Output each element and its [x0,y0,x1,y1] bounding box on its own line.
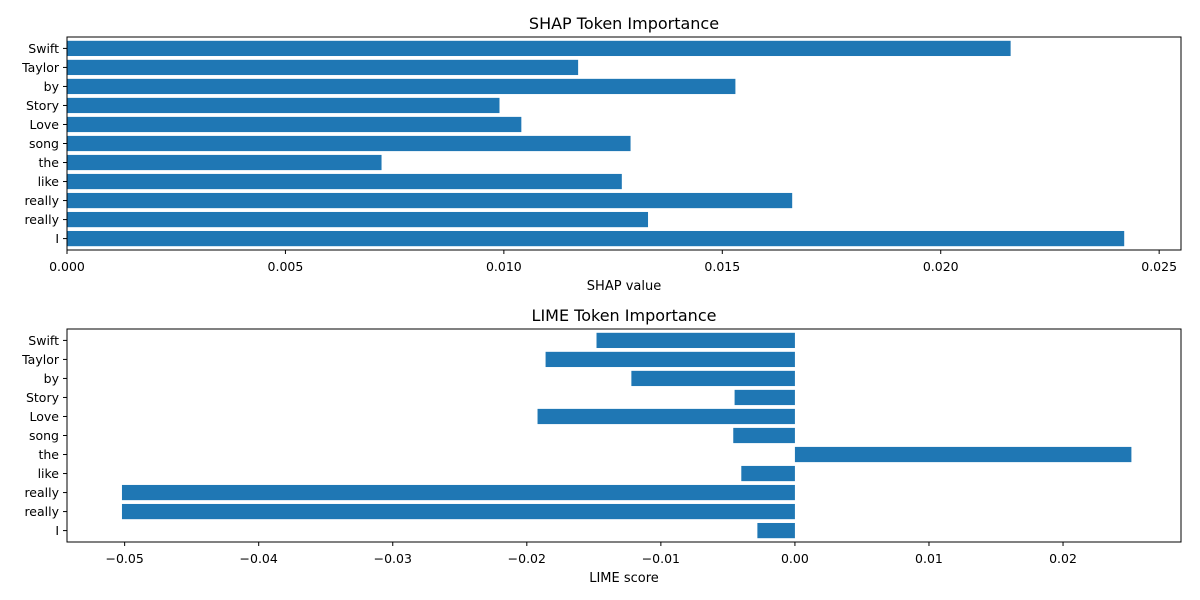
lime-y-tick-label-6: the [38,447,59,462]
lime-x-tick-label-5: 0.00 [781,551,809,566]
shap-y-tick-label-8: really [24,193,59,208]
lime-x-tick-label-1: −0.04 [240,551,278,566]
shap-bar-8 [67,192,793,209]
shap-y-tick-label-6: the [38,155,59,170]
lime-bar-1 [545,351,795,368]
lime-y-tick-label-7: like [38,466,60,481]
lime-bars [121,332,1132,539]
lime-x-axis-label: LIME score [589,571,659,586]
shap-bar-3 [67,97,500,114]
shap-chart-title: SHAP Token Importance [529,14,719,33]
lime-y-tick-label-8: really [24,485,59,500]
lime-x-tick-label-3: −0.02 [508,551,546,566]
lime-y-tick-label-2: by [44,371,60,386]
shap-x-tick-label-2: 0.010 [486,259,522,274]
lime-bar-7 [741,465,795,482]
shap-bar-10 [67,230,1125,247]
lime-y-tick-label-1: Taylor [21,352,60,367]
shap-plot-frame [66,36,1182,251]
shap-y-tick-label-9: really [24,212,59,227]
shap-x-axis-label: SHAP value [587,279,661,294]
shap-x-tick-label-3: 0.015 [704,259,740,274]
shap-bar-1 [67,59,579,76]
lime-bar-2 [631,370,795,387]
shap-y-tick-label-10: I [55,231,59,246]
lime-bar-3 [734,389,795,406]
shap-y-tick-label-2: by [44,79,60,94]
shap-bar-6 [67,154,382,171]
lime-chart: LIME Token Importance LIME score Swift Ta… [21,306,1182,586]
lime-y-tick-label-9: really [24,504,59,519]
shap-y-tick-label-7: like [38,174,60,189]
lime-y-tick-label-5: song [29,428,59,443]
lime-chart-title: LIME Token Importance [532,306,717,325]
lime-bar-6 [794,446,1132,463]
shap-y-tick-label-4: Love [30,117,60,132]
shap-bar-2 [67,78,736,95]
shap-y-tick-label-1: Taylor [21,60,60,75]
shap-x-tick-label-5: 0.025 [1141,259,1177,274]
lime-x-tick-label-6: 0.01 [915,551,943,566]
shap-y-tick-label-0: Swift [28,41,59,56]
lime-bar-10 [757,522,795,539]
lime-bar-5 [733,427,795,444]
lime-y-ticks: Swift Taylor by Story Love song the like really r… [21,333,67,538]
lime-bar-0 [596,332,795,349]
shap-y-ticks: Swift Taylor by Story Love song the like really r… [21,41,67,246]
lime-plot-frame [66,328,1182,543]
shap-x-tick-label-0: 0.000 [49,259,85,274]
lime-x-tick-label-4: −0.01 [642,551,680,566]
shap-chart: SHAP Token Importance SHAP value Swift Ta… [21,14,1182,294]
lime-y-tick-label-10: I [55,523,59,538]
shap-y-tick-label-3: Story [26,98,60,113]
shap-bars [67,40,1125,247]
lime-x-tick-label-2: −0.03 [374,551,412,566]
lime-y-tick-label-4: Love [30,409,60,424]
lime-bar-4 [537,408,795,425]
shap-bar-7 [67,173,622,190]
shap-bar-5 [67,135,631,152]
lime-y-tick-label-3: Story [26,390,60,405]
shap-bar-0 [67,40,1011,57]
lime-y-tick-label-0: Swift [28,333,59,348]
lime-x-tick-label-0: −0.05 [105,551,143,566]
shap-y-tick-label-5: song [29,136,59,151]
shap-x-ticks: 0.000 0.005 0.010 0.015 0.020 0.025 [49,250,1177,274]
lime-x-ticks: −0.05 −0.04 −0.03 −0.02 −0.01 0.00 0.01 0.02 [105,542,1077,566]
shap-x-tick-label-1: 0.005 [268,259,304,274]
shap-bar-9 [67,211,649,228]
shap-x-tick-label-4: 0.020 [923,259,959,274]
lime-bar-9 [121,503,795,520]
lime-bar-8 [121,484,795,501]
shap-bar-4 [67,116,522,133]
lime-x-tick-label-7: 0.02 [1049,551,1077,566]
